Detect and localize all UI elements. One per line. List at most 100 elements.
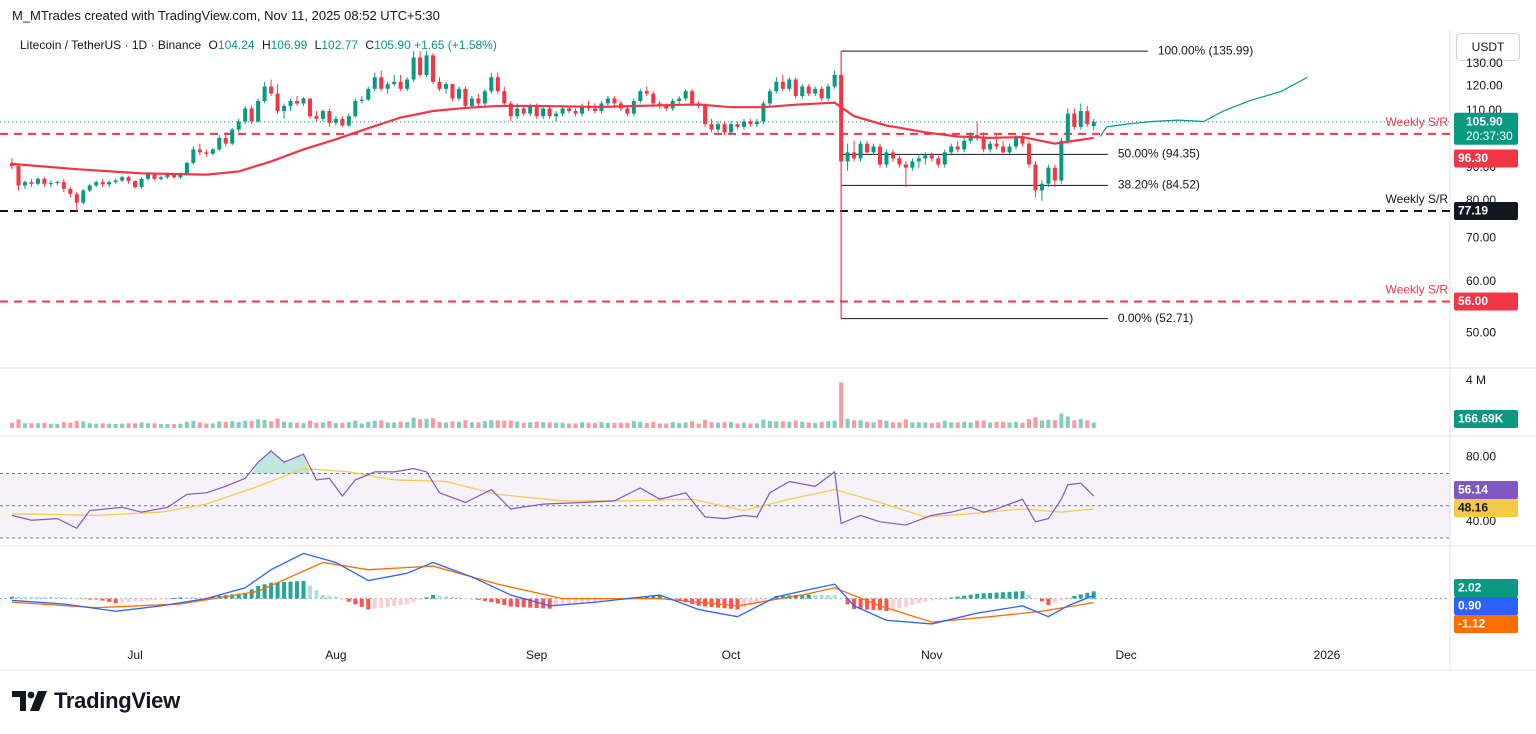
- volume-bar: [146, 423, 151, 428]
- candle-body: [754, 121, 759, 125]
- macd-histogram-bar: [988, 592, 993, 599]
- candle-body: [1085, 111, 1090, 125]
- candle-body: [476, 98, 481, 104]
- macd-histogram-bar: [651, 595, 656, 599]
- candle-body: [573, 111, 578, 114]
- volume-bar: [1033, 417, 1038, 428]
- candle-body: [735, 124, 740, 127]
- macd-histogram-bar: [16, 596, 21, 599]
- macd-histogram-bar: [191, 597, 196, 599]
- candle-body: [890, 152, 895, 159]
- macd-histogram-bar: [197, 597, 202, 599]
- candle-body: [107, 182, 112, 185]
- volume-bar: [592, 422, 597, 428]
- candle: [942, 149, 947, 168]
- macd-histogram-bar: [1059, 598, 1064, 601]
- candle-body: [55, 182, 60, 184]
- volume-bar: [126, 423, 131, 428]
- candle-body: [528, 105, 533, 114]
- candle-body: [249, 108, 254, 122]
- weekly-sr-label-1: Weekly S/R: [1386, 192, 1449, 206]
- volume-bar: [35, 423, 40, 428]
- candle-body: [592, 108, 597, 112]
- candle-body: [210, 149, 215, 154]
- candle-body: [541, 108, 546, 117]
- macd-histogram-bar: [865, 598, 870, 610]
- volume-bar: [683, 422, 688, 428]
- candle-body: [845, 152, 850, 162]
- candle: [839, 51, 844, 319]
- candle: [456, 86, 461, 101]
- candle-body: [184, 162, 189, 174]
- volume-bar: [580, 422, 585, 428]
- volume-bar: [696, 423, 701, 428]
- volume-bar: [1046, 419, 1051, 428]
- macd-histogram-bar: [256, 585, 261, 599]
- candle-body: [884, 152, 889, 165]
- currency-button[interactable]: USDT: [1456, 33, 1520, 61]
- rsi-axis-tick-2: 40.00: [1466, 514, 1496, 528]
- candle-body: [728, 124, 734, 133]
- volume-bar: [813, 422, 818, 428]
- volume-bar: [1001, 421, 1006, 428]
- macd-histogram-bar: [554, 598, 559, 607]
- candle: [1085, 105, 1090, 127]
- macd-histogram-bar: [605, 598, 610, 601]
- candle: [295, 96, 300, 106]
- change-value: +1.65 (+1.58%): [414, 38, 497, 52]
- candle-body: [690, 91, 695, 104]
- macd-histogram-bar: [962, 595, 967, 599]
- volume-bar: [100, 423, 105, 428]
- candle: [359, 96, 364, 104]
- candle-body: [301, 98, 306, 104]
- macd-histogram-bar: [521, 598, 526, 608]
- candle-body: [191, 149, 196, 163]
- volume-bar: [871, 422, 876, 428]
- volume-bar: [9, 422, 15, 428]
- candle: [728, 121, 734, 136]
- rsi-ma-line: [11, 468, 1094, 518]
- volume-bar: [754, 423, 759, 428]
- macd-histogram-bar: [385, 598, 390, 607]
- candle-body: [431, 55, 436, 82]
- macd-histogram-bar: [22, 596, 27, 599]
- candle-body: [469, 98, 474, 106]
- candle: [411, 51, 416, 82]
- macd-histogram-bar: [547, 598, 552, 609]
- macd-histogram-bar: [813, 594, 818, 599]
- macd-histogram-bar: [1091, 591, 1096, 599]
- macd-histogram-bar: [832, 595, 837, 599]
- macd-histogram-bar: [469, 598, 474, 600]
- macd-histogram-bar: [314, 590, 319, 599]
- candle: [158, 175, 163, 181]
- candle-body: [1026, 143, 1031, 165]
- macd-signal-value-badge-box: [1454, 615, 1518, 633]
- open-label: O: [208, 38, 218, 52]
- candle: [1007, 143, 1012, 156]
- candle-body: [903, 164, 908, 168]
- candle: [353, 98, 358, 118]
- macd-histogram-bar: [761, 598, 766, 601]
- volume-bar: [411, 417, 416, 428]
- macd-value-badge-text: 0.90: [1458, 599, 1482, 613]
- candle-body: [217, 137, 222, 150]
- candle: [923, 152, 928, 165]
- volume-bar: [333, 423, 338, 428]
- weekly-sr-label-2: Weekly S/R: [1386, 283, 1449, 297]
- candle: [962, 137, 967, 153]
- macd-signal-value-badge: -1.12: [1454, 615, 1518, 633]
- volume-bar: [398, 421, 403, 428]
- macd-histogram-bar: [968, 594, 973, 599]
- candle: [48, 180, 53, 188]
- symbol-legend[interactable]: Litecoin / TetherUS · 1D · Binance O104.…: [20, 38, 497, 52]
- tradingview-brand[interactable]: TradingView: [12, 688, 180, 714]
- macd-histogram-bar: [580, 598, 585, 604]
- price-axis-tick-6: 70.00: [1466, 231, 1496, 245]
- volume-bar: [625, 422, 630, 428]
- candle: [580, 103, 585, 117]
- candle-body: [146, 173, 151, 179]
- volume-bar: [469, 422, 474, 428]
- candle-body: [158, 177, 163, 179]
- candle: [865, 140, 870, 156]
